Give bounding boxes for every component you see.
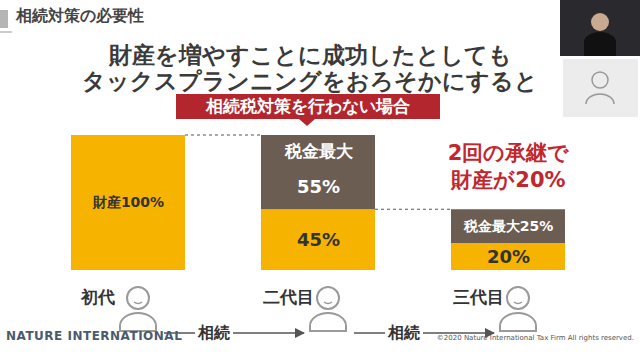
html-text:相続: 相続: [198, 323, 230, 342]
svg-text:45%: 45%: [297, 229, 340, 250]
html-text:初代: 初代: [81, 287, 115, 307]
html-text:三代目: 三代目: [452, 287, 504, 307]
html-text:相続対策の必要性: 相続対策の必要性: [16, 6, 144, 25]
svg-text:財産100%: 財産100%: [92, 194, 164, 210]
html-text:NATURE INTERNATIONAL: NATURE INTERNATIONAL: [6, 329, 183, 343]
html-text:相続税対策を行わない場合: 相続税対策を行わない場合: [206, 96, 410, 116]
svg-text:税金最大: 税金最大: [284, 141, 354, 161]
svg-text:20%: 20%: [487, 246, 530, 267]
html-text:財産が20%: 財産が20%: [451, 168, 566, 192]
html-text:タックスプランニングをおろそかにすると: タックスプランニングをおろそかにすると: [82, 68, 538, 94]
html-text:2回の承継で: 2回の承継で: [447, 141, 570, 165]
html-text:財産を増やすことに成功したとしても: 財産を増やすことに成功したとしても: [108, 42, 512, 68]
svg-text:55%: 55%: [297, 176, 340, 197]
html-text:二代目: 二代目: [262, 287, 314, 307]
html-text:©2020 Nature International Tax: ©2020 Nature International Tax Firm All …: [436, 334, 634, 342]
svg-text:税金最大25%: 税金最大25%: [463, 218, 554, 234]
html-text:相続: 相続: [388, 323, 420, 342]
